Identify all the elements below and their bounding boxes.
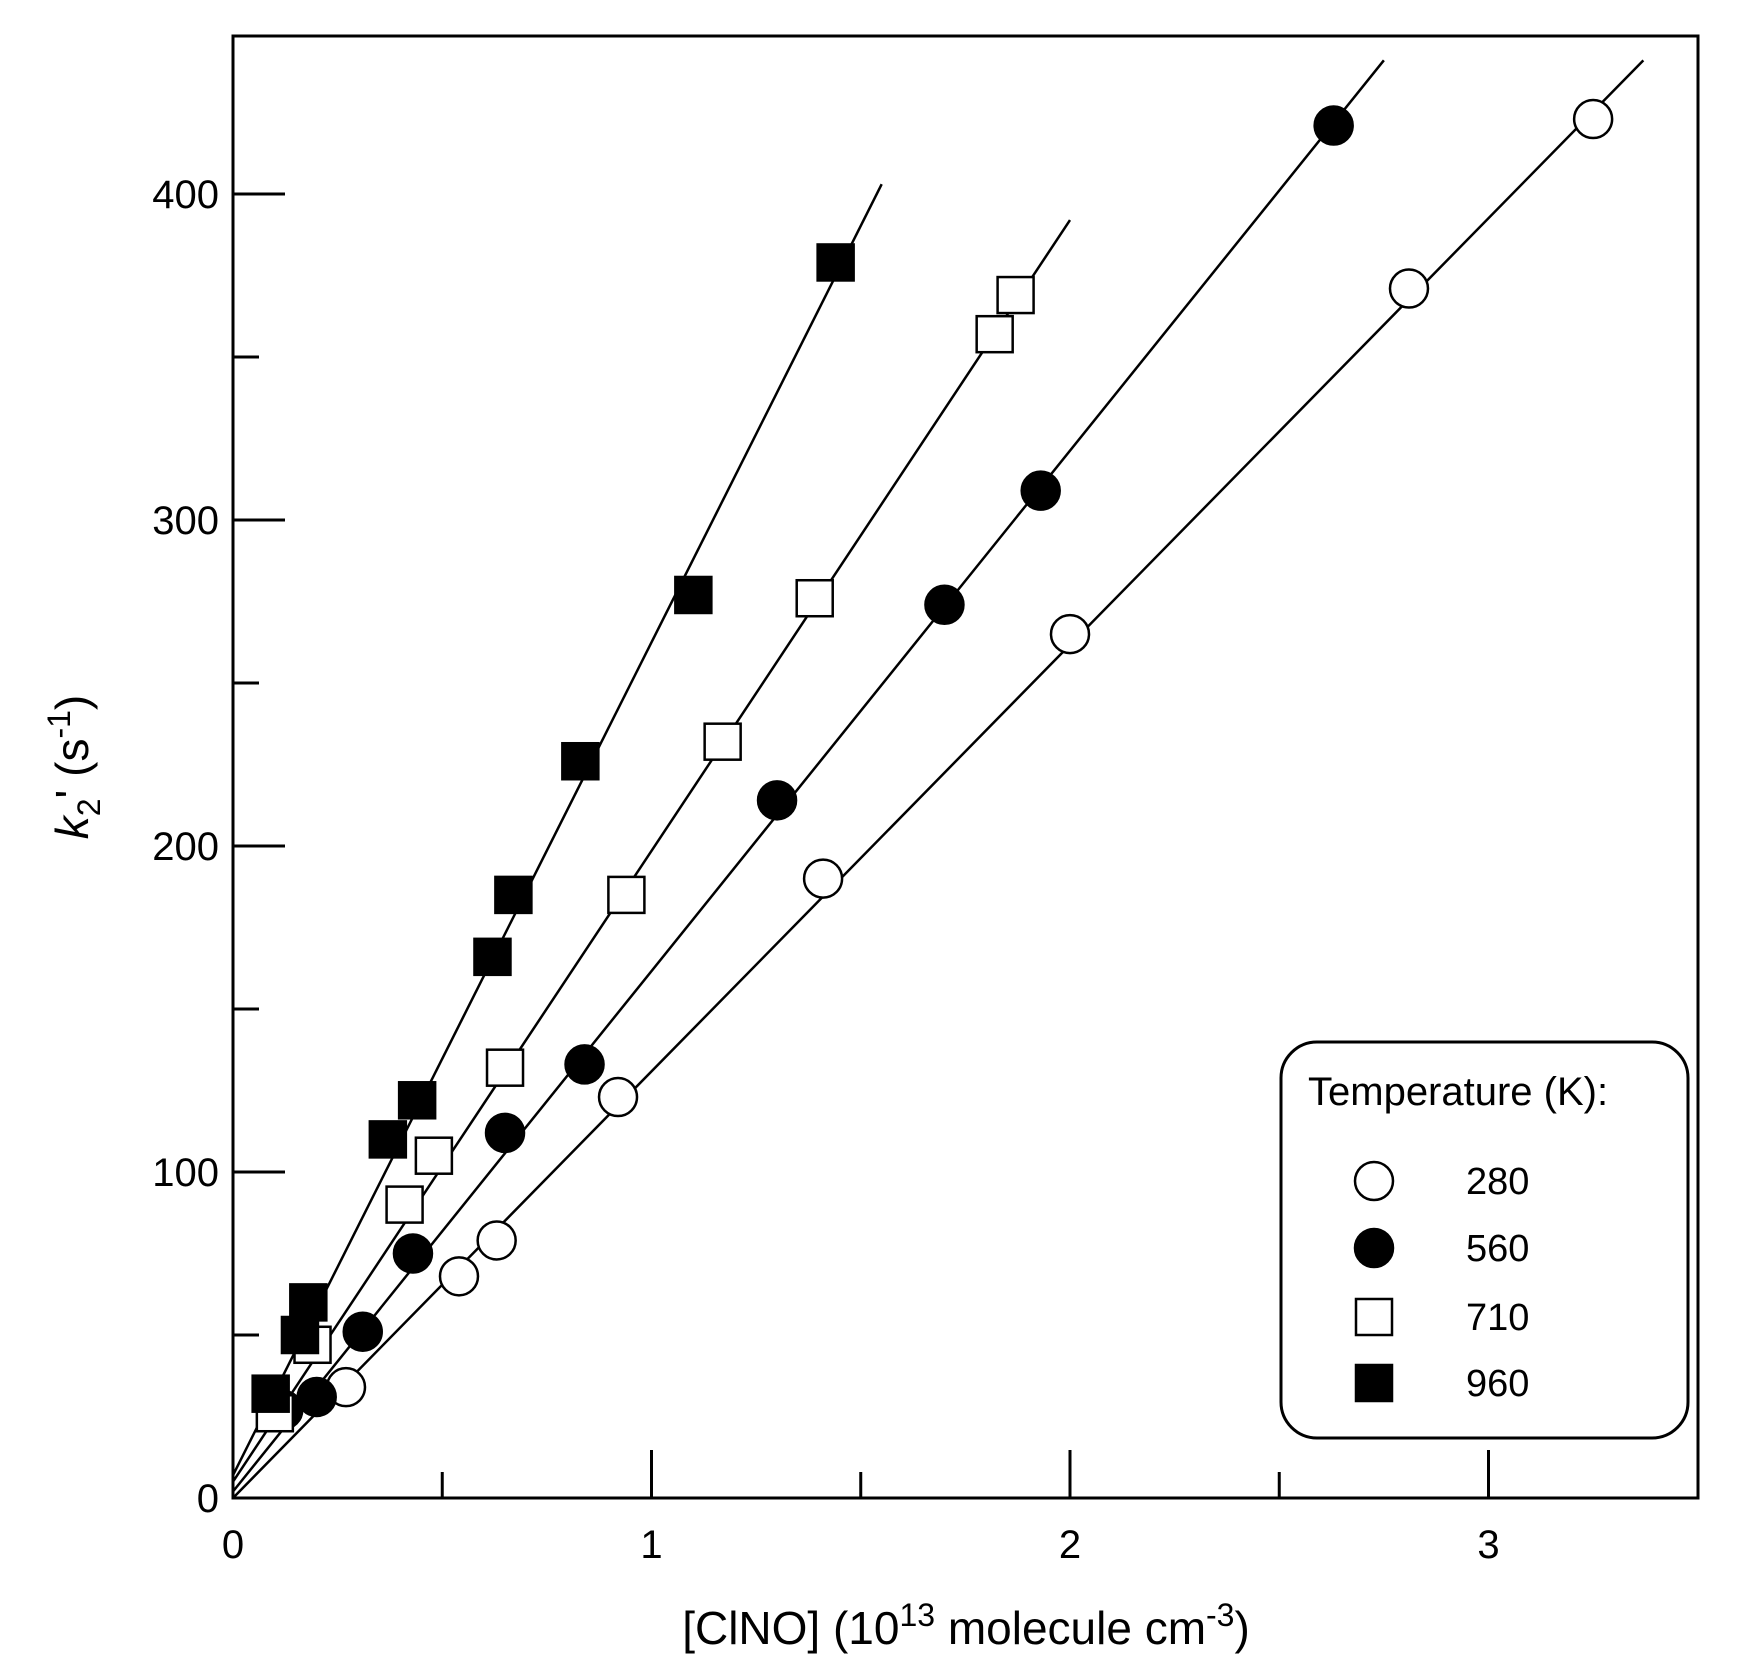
- legend-marker-560: [1353, 1227, 1395, 1269]
- data-point-710: [975, 314, 1014, 354]
- legend-label-560: 560: [1466, 1228, 1529, 1270]
- data-point-280: [1388, 268, 1430, 309]
- data-point-960: [251, 1374, 290, 1413]
- legend-box: [1279, 1040, 1690, 1440]
- data-point-280: [1049, 613, 1091, 655]
- data-point-960: [280, 1315, 320, 1355]
- data-point-560: [756, 780, 798, 821]
- axis-tick-labels: 0 1 2 3 0 100 200 300 400: [152, 173, 1499, 1567]
- fit-line-560: [232, 59, 1385, 1493]
- data-point-960: [368, 1120, 408, 1159]
- data-point-710: [414, 1136, 454, 1175]
- x-tick-label: 2: [1059, 1523, 1081, 1567]
- y-tick-label: 400: [152, 173, 219, 217]
- fit-line-710: [231, 219, 1072, 1483]
- data-point-560: [1313, 105, 1354, 146]
- data-point-960: [561, 741, 600, 781]
- axis-ticks: [233, 192, 1490, 1498]
- data-point-960: [816, 243, 855, 282]
- plot-frame: [231, 34, 1700, 1500]
- x-axis-title: [ClNO] (1013 molecule cm-3): [682, 1597, 1250, 1654]
- legend-label-960: 960: [1466, 1363, 1529, 1405]
- data-point-560: [484, 1112, 526, 1154]
- legend: Temperature (K): 280 560 710 960: [1279, 1040, 1690, 1440]
- legend-items: 280 560 710 960: [1353, 1160, 1529, 1405]
- y-tick-label: 100: [152, 1151, 219, 1195]
- data-point-560: [392, 1233, 434, 1274]
- data-point-560: [924, 584, 965, 626]
- data-point-560: [296, 1376, 337, 1418]
- legend-marker-280: [1353, 1160, 1395, 1202]
- data-markers: [251, 98, 1614, 1433]
- data-point-560: [564, 1044, 605, 1085]
- fit-line-960: [231, 183, 883, 1476]
- data-point-280: [802, 858, 844, 899]
- y-tick-label: 200: [152, 825, 219, 869]
- data-point-710: [703, 722, 742, 761]
- data-point-710: [385, 1185, 424, 1224]
- data-point-560: [342, 1311, 383, 1352]
- y-axis-title: k2' (s-1): [41, 695, 107, 839]
- data-point-280: [597, 1076, 639, 1118]
- data-point-710: [795, 578, 834, 618]
- data-point-960: [289, 1283, 328, 1322]
- data-point-960: [397, 1081, 437, 1120]
- x-tick-label: 3: [1477, 1523, 1499, 1567]
- legend-label-280: 280: [1466, 1161, 1529, 1203]
- data-point-280: [476, 1220, 517, 1261]
- data-point-280: [1572, 98, 1614, 140]
- data-point-960: [473, 937, 512, 977]
- y-tick-label: 300: [152, 499, 219, 543]
- legend-marker-710: [1354, 1297, 1394, 1337]
- y-tick-label: 0: [197, 1477, 219, 1521]
- x-tick-label: 0: [222, 1523, 244, 1567]
- legend-title: Temperature (K):: [1308, 1070, 1608, 1114]
- data-point-710: [485, 1048, 525, 1087]
- data-point-560: [1020, 470, 1061, 511]
- data-point-960: [674, 575, 713, 615]
- data-point-280: [438, 1256, 480, 1297]
- legend-label-710: 710: [1466, 1297, 1529, 1339]
- data-point-960: [494, 875, 533, 915]
- x-tick-label: 1: [640, 1523, 662, 1567]
- legend-marker-960: [1354, 1363, 1394, 1403]
- data-point-710: [996, 275, 1035, 315]
- data-point-710: [607, 875, 646, 915]
